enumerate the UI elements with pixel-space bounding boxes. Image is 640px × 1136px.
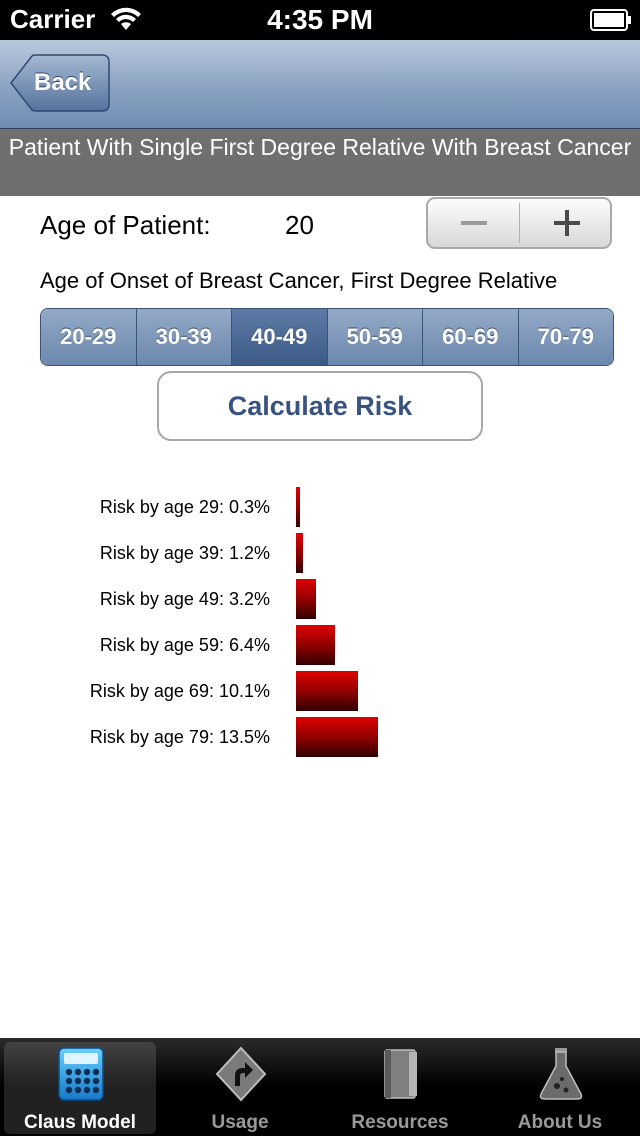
segment-40-49[interactable]: 40-49 [231, 309, 327, 365]
page-title-banner: Patient With Single First Degree Relativ… [0, 129, 640, 196]
tab-label: Usage [211, 1112, 269, 1133]
tab-label: Resources [351, 1112, 449, 1133]
flask-icon [539, 1048, 583, 1100]
segment-60-69[interactable]: 60-69 [422, 309, 518, 365]
calculator-icon [58, 1047, 104, 1101]
back-button-shape [10, 54, 110, 112]
age-stepper[interactable] [426, 197, 612, 249]
back-label: Back [34, 69, 92, 96]
tab-label: Claus Model [24, 1112, 136, 1133]
tab-usage[interactable]: Usage [164, 1042, 316, 1134]
tab-bar: Claus Model Usage Resources About Us [0, 1038, 640, 1136]
risk-bar [296, 717, 378, 757]
risk-bar [296, 579, 316, 619]
risk-label: Risk by age 69: 10.1% [89, 681, 270, 701]
status-bar: Carrier 4:35 PM [0, 0, 640, 40]
minus-icon [461, 221, 487, 225]
tab-label: About Us [517, 1112, 603, 1133]
risk-label: Risk by age 49: 3.2% [99, 589, 270, 609]
risk-bar [296, 625, 335, 665]
segment-20-29[interactable]: 20-29 [41, 309, 136, 365]
onset-segmented-control: 20-29 30-39 40-49 50-59 60-69 70-79 [40, 308, 614, 366]
risk-label: Risk by age 39: 1.2% [99, 543, 270, 563]
risk-row: Risk by age 39: 1.2% [0, 533, 640, 573]
battery-icon [590, 9, 631, 31]
status-time: 4:35 PM [267, 4, 373, 35]
risk-label: Risk by age 59: 6.4% [99, 635, 270, 655]
risk-row: Risk by age 79: 13.5% [0, 717, 640, 757]
back-button[interactable]: Back [10, 54, 110, 112]
segment-50-59[interactable]: 50-59 [326, 309, 422, 365]
tab-about-us[interactable]: About Us [484, 1042, 636, 1134]
risk-label: Risk by age 79: 13.5% [89, 727, 270, 747]
risk-label: Risk by age 29: 0.3% [99, 497, 270, 517]
calculate-risk-button[interactable]: Calculate Risk [157, 371, 483, 441]
wifi-icon [111, 7, 141, 30]
risk-row: Risk by age 69: 10.1% [0, 671, 640, 711]
onset-label: Age of Onset of Breast Cancer, First Deg… [40, 268, 558, 293]
decrement-button[interactable] [428, 199, 520, 247]
navigation-bar: Back [0, 40, 640, 129]
turn-sign-icon [215, 1046, 267, 1102]
segment-30-39[interactable]: 30-39 [135, 309, 231, 365]
plus-icon [554, 210, 580, 236]
age-value: 20 [285, 210, 314, 240]
tab-claus-model[interactable]: Claus Model [4, 1042, 156, 1134]
risk-row: Risk by age 29: 0.3% [0, 487, 640, 527]
segment-70-79[interactable]: 70-79 [517, 309, 613, 365]
increment-button[interactable] [521, 199, 613, 247]
tab-resources[interactable]: Resources [324, 1042, 476, 1134]
carrier-label: Carrier [10, 4, 96, 34]
book-icon [384, 1049, 417, 1099]
risk-row: Risk by age 59: 6.4% [0, 625, 640, 665]
risk-bar [296, 487, 300, 527]
age-label: Age of Patient: [40, 210, 211, 240]
risk-row: Risk by age 49: 3.2% [0, 579, 640, 619]
stepper-divider [519, 203, 520, 243]
risk-bar [296, 533, 303, 573]
risk-bar [296, 671, 358, 711]
